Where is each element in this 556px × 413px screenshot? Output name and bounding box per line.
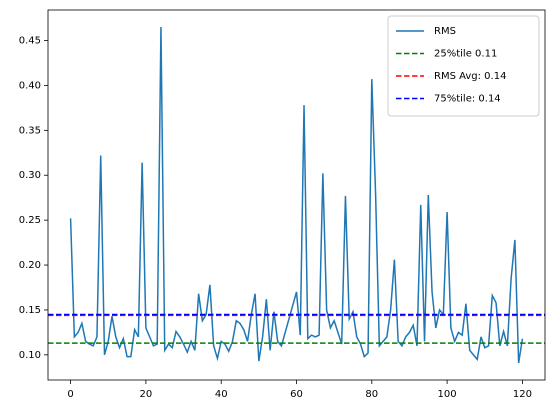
y-tick-label: 0.30 <box>19 170 41 181</box>
y-tick-label: 0.45 <box>19 36 41 47</box>
x-tick-label: 20 <box>140 389 153 400</box>
x-tick-label: 60 <box>290 389 303 400</box>
y-tick-label: 0.15 <box>19 305 41 316</box>
data-line <box>69 27 524 364</box>
x-tick-label: 80 <box>365 389 378 400</box>
legend-box <box>387 15 540 117</box>
y-tick-label: 0.20 <box>19 260 41 271</box>
legend-label: 75%tile: 0.14 <box>434 94 501 105</box>
legend-label: 25%tile 0.11 <box>434 49 497 60</box>
x-tick-label: 40 <box>215 389 228 400</box>
axes-frame <box>47 9 546 381</box>
x-tick-label: 100 <box>438 389 457 400</box>
y-tick-label: 0.40 <box>19 80 41 91</box>
legend: RMS 25%tile 0.11 RMS Avg: 0.14 75%tile: 0.1… <box>387 15 540 117</box>
y-tick-label: 0.25 <box>19 215 41 226</box>
y-tick-label: 0.10 <box>19 350 41 361</box>
x-tick-label: 0 <box>67 389 73 400</box>
x-tick-label: 120 <box>513 389 532 400</box>
legend-label: RMS Avg: 0.14 <box>434 71 506 82</box>
legend-label: RMS <box>434 26 456 37</box>
y-tick-label: 0.35 <box>19 125 41 136</box>
